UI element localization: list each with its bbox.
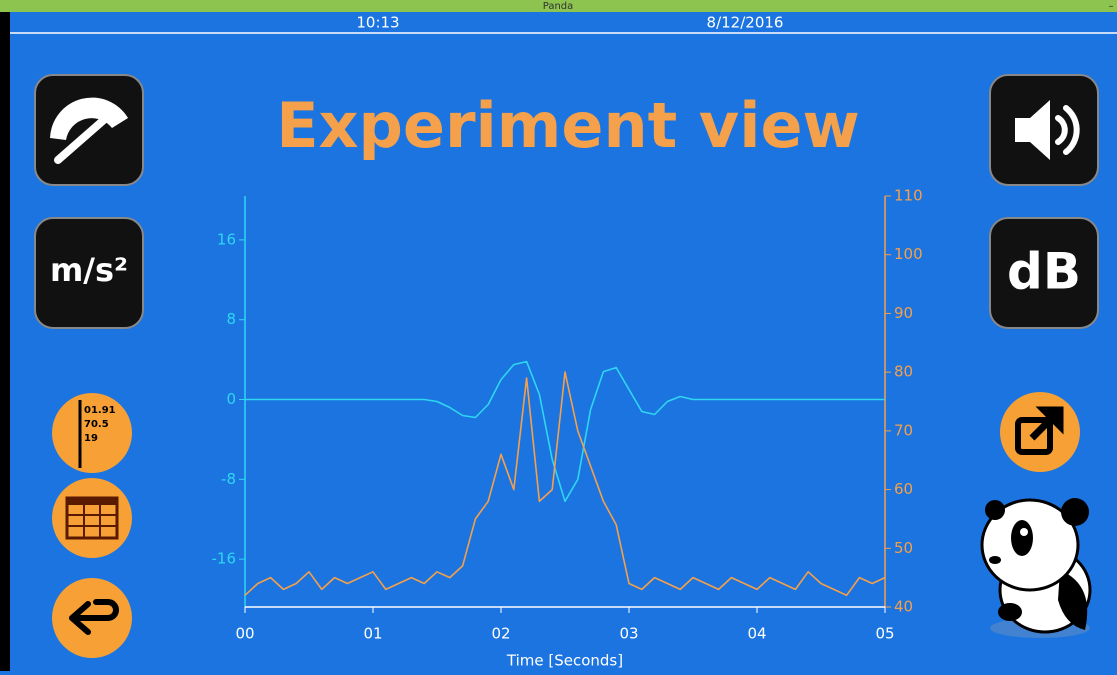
x-tick-label: 05	[875, 625, 894, 643]
heading: Experiment view	[276, 89, 860, 162]
units-label: m/s²	[50, 251, 128, 289]
readout-line: 01.91	[84, 405, 116, 416]
y-tick-label: 8	[226, 310, 236, 328]
db-button[interactable]: dB	[989, 217, 1099, 329]
export-button[interactable]	[1000, 392, 1080, 472]
y2-tick-label: 70	[894, 421, 913, 439]
series-line	[245, 360, 885, 503]
y2-tick-label: 60	[894, 480, 913, 498]
y2-tick-label: 40	[894, 598, 913, 616]
sound-button[interactable]	[989, 74, 1099, 186]
speed-button[interactable]	[34, 74, 144, 186]
table-button[interactable]	[52, 478, 132, 558]
x-axis-label: Time [Seconds]	[506, 652, 623, 670]
x-tick-label: 01	[363, 625, 382, 643]
x-tick-label: 02	[491, 625, 510, 643]
y-tick-label: 16	[217, 230, 236, 248]
y2-tick-label: 90	[894, 304, 913, 322]
readout-line: 70.5	[84, 419, 109, 430]
readout-button[interactable]: 01.91 70.5 19	[52, 393, 132, 473]
x-tick-label: 00	[235, 625, 254, 643]
left-edge	[0, 12, 10, 671]
y2-tick-label: 80	[894, 363, 913, 381]
title-bar	[0, 0, 1117, 12]
window-title: Panda	[543, 1, 574, 12]
back-button[interactable]	[52, 578, 132, 658]
units-button[interactable]: m/s²	[34, 217, 144, 329]
clock: 10:13	[356, 14, 399, 32]
db-label: dB	[1007, 243, 1081, 301]
y-tick-label: -16	[212, 550, 237, 568]
y2-tick-label: 50	[894, 539, 913, 557]
y2-tick-label: 100	[894, 245, 923, 263]
y-tick-label: 0	[226, 390, 236, 408]
readout-line: 19	[84, 433, 98, 444]
series-line	[244, 371, 886, 597]
x-tick-label: 03	[619, 625, 638, 643]
chart: Time [Seconds] -16 -8 0 8 16 40 50 60 70 80 90 100 1…	[212, 187, 923, 670]
y2-tick-label: 110	[894, 187, 923, 205]
y-tick-label: -8	[221, 470, 236, 488]
date: 8/12/2016	[707, 14, 784, 32]
minimize-button[interactable]: –	[1109, 1, 1114, 12]
panda-mascot	[980, 498, 1092, 638]
x-tick-label: 04	[747, 625, 766, 643]
